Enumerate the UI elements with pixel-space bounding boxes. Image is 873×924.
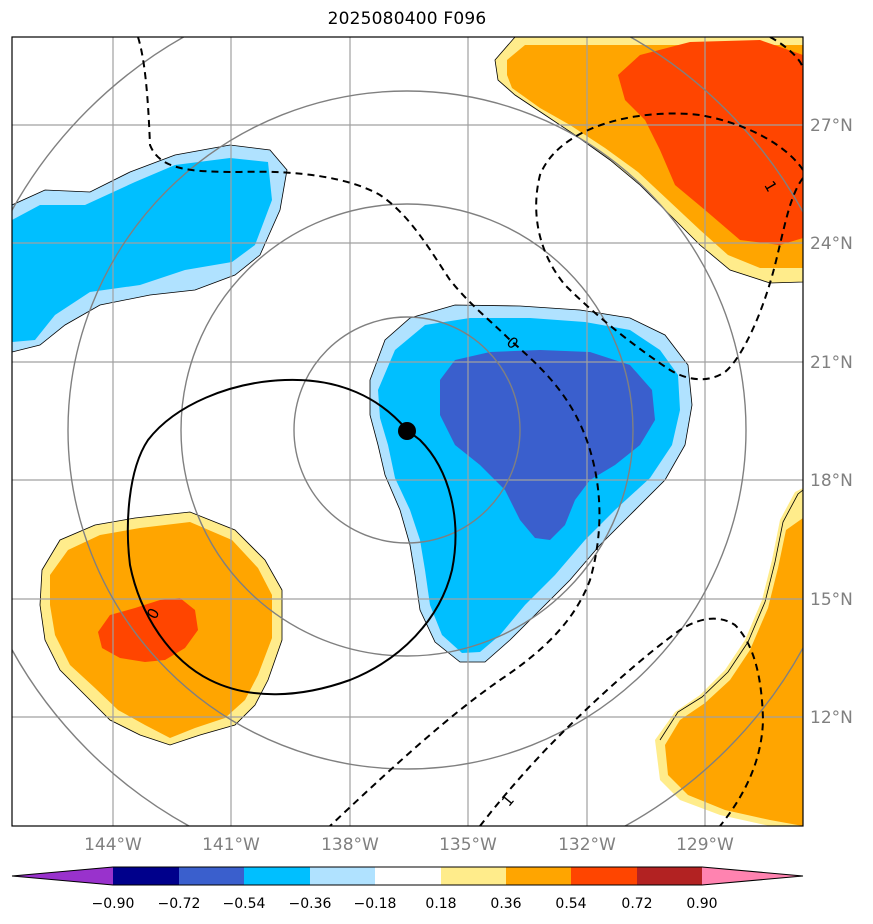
colorbar-tick-7: 0.54 (555, 896, 586, 912)
colorbar-segment-7 (506, 867, 571, 885)
lat-label-12n: 12°N (810, 708, 853, 728)
anomaly-positive-southeast (655, 488, 803, 826)
lat-label-18n: 18°N (810, 471, 853, 491)
lat-label-24n: 24°N (810, 234, 853, 254)
colorbar-segment-8 (571, 867, 637, 885)
colorbar-tick-6: 0.36 (490, 896, 521, 912)
range-rings (12, 37, 803, 826)
colorbar-tick-9: 0.90 (686, 896, 717, 912)
colorbar-tick-8: 0.72 (621, 896, 652, 912)
lat-label-15n: 15°N (810, 590, 853, 610)
colorbar-tick-labels: −0.90 −0.72 −0.54 −0.36 −0.18 0.18 0.36 … (92, 896, 718, 912)
colorbar-tick-4: −0.18 (354, 896, 397, 912)
colorbar-segment-3 (244, 867, 310, 885)
colorbar-segment-4 (310, 867, 375, 885)
colorbar-segment-9 (637, 867, 702, 885)
anomaly-negative-northwest (12, 144, 288, 353)
map-area: 0 0 1 1 (12, 37, 803, 826)
colorbar-tick-0: −0.90 (92, 896, 135, 912)
contours-dashed (137, 37, 803, 826)
colorbar-tick-3: −0.36 (289, 896, 332, 912)
contour-one-right (535, 37, 803, 381)
lon-label-135w: 135°W (439, 835, 497, 855)
colorbar-extend-high (702, 867, 803, 885)
map-frame (11, 36, 804, 827)
map-title: 2025080400 F096 (327, 9, 487, 29)
range-ring-2 (180, 203, 634, 657)
latitude-labels: 27°N 24°N 21°N 18°N 15°N 12°N (810, 116, 853, 728)
longitude-labels: 144°W 141°W 138°W 135°W 132°W 129°W (84, 835, 734, 855)
range-ring-3 (67, 90, 747, 770)
contour-one-bottom (479, 617, 765, 826)
lon-label-132w: 132°W (558, 835, 616, 855)
lon-label-129w: 129°W (676, 835, 734, 855)
storm-center-marker (398, 422, 416, 440)
lon-label-144w: 144°W (84, 835, 142, 855)
lat-label-21n: 21°N (810, 353, 853, 373)
lon-label-138w: 138°W (321, 835, 379, 855)
colorbar-outline (11, 866, 804, 886)
colorbar-segment-6 (441, 867, 506, 885)
colorbar-tick-1: −0.72 (158, 896, 201, 912)
colorbar-tick-5: 0.18 (425, 896, 456, 912)
colorbar-segment-1 (113, 867, 179, 885)
range-ring-1 (293, 316, 521, 544)
colorbar-extend-low (12, 867, 113, 885)
lon-label-141w: 141°W (202, 835, 260, 855)
contour-zero-solid (126, 378, 457, 696)
colorbar-segment-5 (375, 867, 441, 885)
graticule (12, 37, 803, 826)
contour-zero-dashed (137, 37, 601, 826)
colorbar-tick-2: −0.54 (223, 896, 266, 912)
anomaly-positive-northeast (494, 37, 803, 284)
colorbar-segment-2 (179, 867, 244, 885)
colorbar: −0.90 −0.72 −0.54 −0.36 −0.18 0.18 0.36 … (11, 866, 804, 912)
lat-label-27n: 27°N (810, 116, 853, 136)
